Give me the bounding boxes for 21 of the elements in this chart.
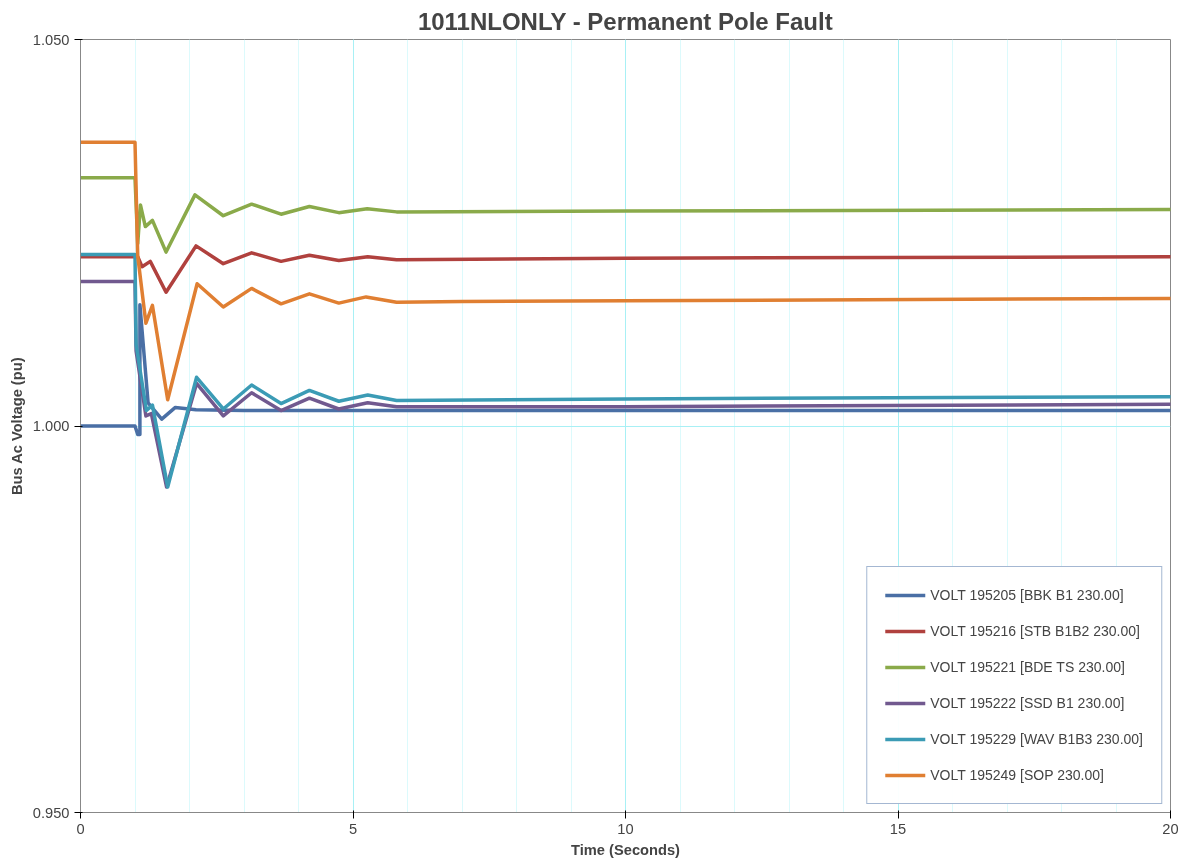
legend-label: VOLT 195229 [WAV B1B3 230.00] bbox=[930, 731, 1143, 747]
legend-label: VOLT 195216 [STB B1B2 230.00] bbox=[930, 623, 1140, 639]
line-series bbox=[80, 302, 1171, 437]
line-series bbox=[80, 176, 1171, 254]
y-axis-title: Bus Ac Voltage (pu) bbox=[8, 357, 25, 496]
line-series bbox=[80, 140, 1171, 402]
y-tick-label: 1.000 bbox=[32, 418, 70, 434]
legend-label: VOLT 195222 [SSD B1 230.00] bbox=[930, 695, 1125, 711]
x-axis-title: Time (Seconds) bbox=[571, 841, 681, 858]
y-tick-label: 0.950 bbox=[32, 804, 70, 821]
x-tick-label: 20 bbox=[1162, 820, 1179, 837]
legend-label: VOLT 195221 [BDE TS 230.00] bbox=[930, 659, 1125, 675]
legend-label: VOLT 195205 [BBK B1 230.00] bbox=[930, 587, 1124, 603]
y-tick-label: 1.050 bbox=[32, 31, 70, 48]
x-tick-label: 0 bbox=[76, 820, 85, 837]
x-tick-label: 10 bbox=[617, 820, 634, 837]
line-series bbox=[80, 244, 1171, 295]
x-tick-label: 15 bbox=[889, 820, 907, 837]
legend-label: VOLT 195249 [SOP 230.00] bbox=[930, 767, 1104, 783]
chart-title: 1011NLONLY - Permanent Pole Fault bbox=[417, 7, 833, 35]
x-tick-label: 5 bbox=[348, 820, 358, 837]
